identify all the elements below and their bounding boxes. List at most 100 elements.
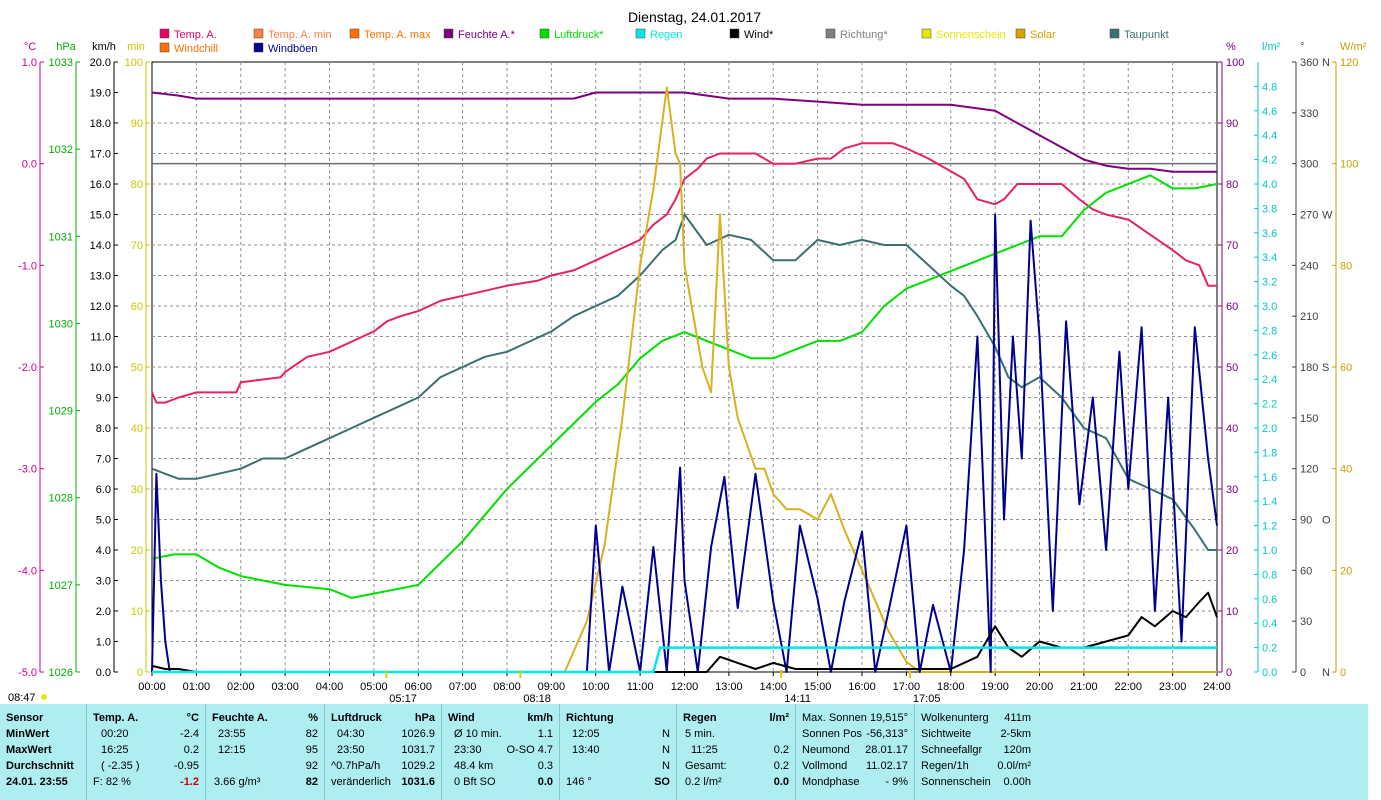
left-axis-tick-label: 30 [131,484,143,496]
wind-column: Wind km/h Ø 10 min. 1.1 23:30 O-SO 4.7 4… [442,704,560,800]
label-max: MaxWert [6,744,52,756]
rain-unit: l/m² [769,712,789,724]
annotation-label: 08:18 [523,693,551,704]
wind-header: Wind [448,712,475,724]
legend-entry: Solar [1030,29,1056,41]
legend-swatch [635,28,646,39]
x-tick-label: 03:00 [271,681,299,693]
sun-pos-value: -56,313° [866,728,908,740]
visibility-value: 2-5km [1000,728,1031,740]
humidity-unit: % [308,712,318,724]
left-axis-tick-label: 7.0 [96,454,111,466]
right-axis-tick-label: 3.4 [1262,252,1277,264]
moon-phase-value: - 9% [885,776,908,788]
x-tick-label: 08:00 [493,681,521,693]
wind-avg-value: 1.1 [537,728,553,740]
left-axis-tick-label: 8.0 [96,423,111,435]
right-axis-tick-label: 3.2 [1262,277,1277,289]
direction-min-time: 12:05 [572,728,600,740]
legend-swatch [159,28,170,39]
temp-max-value: 0.2 [183,744,199,756]
left-axis-unit: min [127,41,145,53]
right-axis-tick-label: 60 [1340,362,1352,374]
right-axis-tick-label: 0.0 [1262,667,1277,679]
pressure-column: Luftdruck hPa 04:30 1026.9 23:50 1031.7 … [325,704,442,800]
right-axis-tick-label: 270 [1300,210,1318,222]
left-axis-tick-label: 3.0 [96,576,111,588]
rain-column: Regen l/m² 5 min. 11:25 0.2 Gesamt: 0.2 … [677,704,796,800]
rain-sum: 0.2 l/m² [685,776,722,788]
humidity-current-value: 82 [305,776,318,788]
wind-max-value: O-SO 4.7 [506,744,553,756]
right-axis-tick-label: 50 [1226,362,1238,374]
right-axis-unit: ° [1300,41,1304,53]
moon-phase-label: Mondphase [802,776,860,788]
right-axis-tick-label: 150 [1300,413,1318,425]
snowline-value: 120m [1003,744,1031,756]
left-axis-tick-label: -5.0 [18,667,37,679]
x-tick-label: 17:00 [893,681,921,693]
left-axis-tick-label: 60 [131,301,143,313]
legend-entry: Sonnenschein [936,29,1006,41]
right-axis-tick-label: 180 [1300,362,1318,374]
right-axis-tick-label: 80 [1340,260,1352,272]
right-axis-tick-label: 80 [1226,179,1238,191]
left-axis-tick-label: 10.0 [90,362,111,374]
wind-run: 48.4 km [454,760,494,772]
wind-max-time: 23:30 [454,744,482,756]
left-axis-tick-label: 12.0 [90,301,111,313]
left-axis-unit: km/h [92,41,116,53]
humidity-avg-value: 92 [305,760,318,772]
right-axis-tick-label: 30 [1300,616,1312,628]
left-axis-tick-label: 1029 [49,406,73,418]
left-axis-tick-label: 5.0 [96,515,111,527]
sun-max-label: Max. Sonnen [802,712,867,724]
compass-label: S [1322,362,1329,374]
series-line [152,86,1217,673]
annotation-label: 14:11 [784,693,811,704]
right-axis-tick-label: 90 [1300,515,1312,527]
pressure-header: Luftdruck [331,712,382,724]
left-axis-tick-label: 40 [131,423,143,435]
direction-max-time: 13:40 [572,744,600,756]
left-axis-tick-label: 0.0 [96,667,111,679]
cloud-base-label: Wolkenunterg [921,712,989,724]
left-axis-tick-label: 20.0 [90,57,111,69]
left-axis-tick-label: 1028 [49,493,73,505]
right-axis-tick-label: 4.2 [1262,155,1277,167]
right-axis-tick-label: 2.8 [1262,325,1277,337]
right-axis-tick-label: 120 [1340,57,1358,69]
left-axis-tick-label: 14.0 [90,240,111,252]
rain-5min-label: 5 min. [685,728,715,740]
pressure-trend: ^0.7hPa/h [331,760,381,772]
legend-swatch [159,42,170,53]
right-axis-tick-label: 1.0 [1262,545,1277,557]
x-tick-label: 06:00 [404,681,432,693]
left-axis-tick-label: 1.0 [22,57,37,69]
left-axis-tick-label: 18.0 [90,118,111,130]
left-axis-tick-label: 1030 [49,318,73,330]
sun-column: Max. Sonnen 19,515° Sonnen Pos -56,313° … [796,704,915,800]
left-axis-tick-label: 1027 [49,580,73,592]
right-axis-tick-label: 2.2 [1262,399,1277,411]
direction-degrees: 146 ° [566,776,592,788]
pressure-min-time: 04:30 [337,728,365,740]
cloud-base-value: 411m [1004,712,1031,724]
series-line [152,646,1217,674]
weather-chart: 00:00 01:00 02:00 03:00 04:00 05:00 06:00 07:00… [8,9,1367,704]
legend-swatch [1109,28,1120,39]
right-axis-tick-label: 20 [1226,545,1238,557]
left-axis-tick-label: 100 [125,57,143,69]
right-axis-tick-label: 0 [1226,667,1232,679]
rain-total-label: Gesamt: [685,760,727,772]
left-axis-tick-label: 19.0 [90,88,111,100]
left-axis-tick-label: 2.0 [96,606,111,618]
temp-current-value: -1.2 [180,776,199,788]
annotation-label: 17:05 [913,693,941,704]
compass-label: N [1322,667,1330,679]
x-tick-label: 19:00 [981,681,1009,693]
direction-header: Richtung [566,712,614,724]
left-axis-tick-label: 10 [131,606,143,618]
right-axis-tick-label: 1.8 [1262,447,1277,459]
right-axis-tick-label: 2.0 [1262,423,1277,435]
